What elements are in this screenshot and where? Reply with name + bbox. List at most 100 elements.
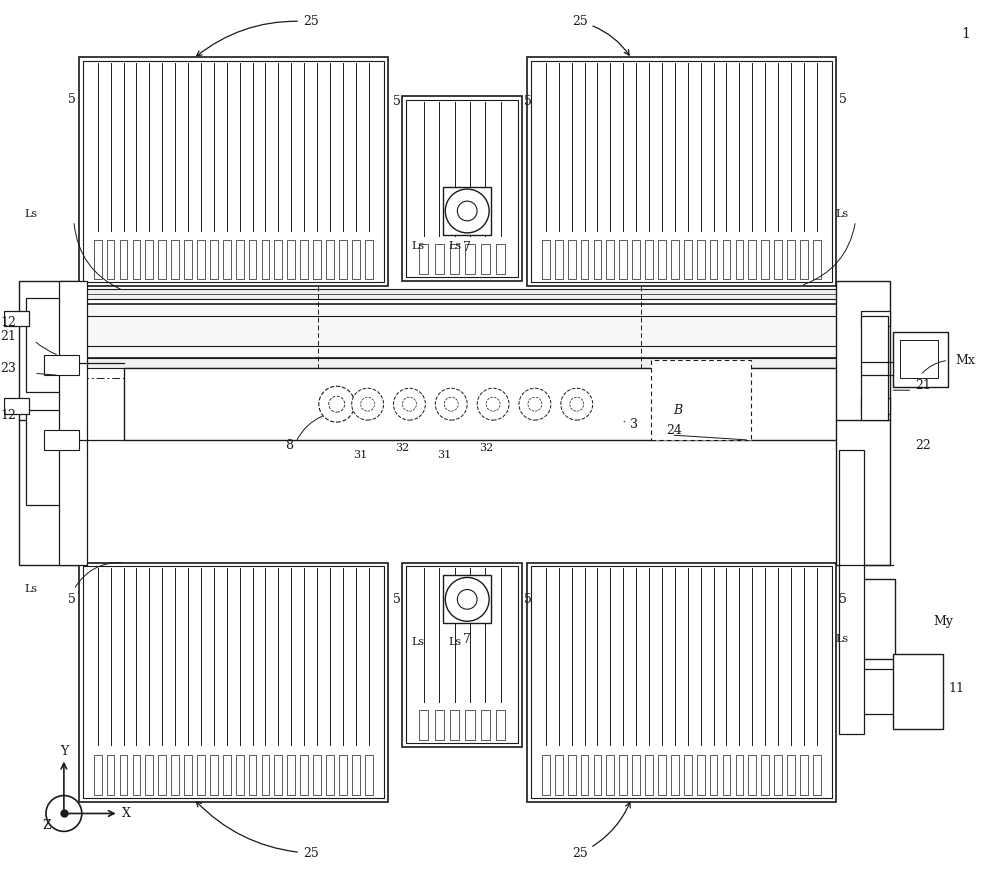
Bar [124, 368, 841, 440]
Bar [313, 241, 321, 279]
Bar [632, 755, 640, 795]
Bar [723, 241, 730, 279]
Bar [300, 755, 308, 795]
Bar [684, 755, 692, 795]
Text: 21: 21 [915, 379, 931, 392]
Text: Y: Y [60, 745, 68, 758]
Text: Ls: Ls [412, 241, 425, 251]
Bar [813, 241, 821, 279]
Bar [893, 654, 943, 729]
Bar [249, 241, 256, 279]
Bar [736, 241, 743, 279]
Bar [555, 241, 563, 279]
Bar [723, 755, 730, 795]
Bar [568, 241, 576, 279]
Bar [555, 755, 563, 795]
Bar [4, 398, 29, 414]
Bar [435, 243, 444, 274]
Text: 31: 31 [437, 450, 451, 460]
Text: 5: 5 [393, 593, 400, 606]
Text: Ls: Ls [836, 209, 849, 219]
Bar [223, 241, 231, 279]
Text: Mx: Mx [955, 354, 975, 367]
Bar [236, 755, 244, 795]
Bar [197, 755, 205, 795]
Bar [651, 360, 751, 440]
Bar [34, 304, 861, 358]
Bar [236, 241, 244, 279]
Text: 1: 1 [961, 27, 970, 41]
Circle shape [402, 397, 416, 411]
Bar [171, 755, 179, 795]
Bar [481, 243, 490, 274]
Bar [606, 241, 614, 279]
Bar [836, 281, 890, 565]
Bar [496, 709, 505, 740]
Circle shape [457, 590, 477, 609]
Text: 5: 5 [524, 95, 532, 108]
Text: X: X [122, 807, 131, 820]
Text: Ls: Ls [24, 584, 37, 594]
Bar [210, 241, 218, 279]
Bar [619, 241, 627, 279]
Bar [813, 755, 821, 795]
Bar [645, 755, 653, 795]
Bar [761, 241, 769, 279]
Bar [133, 241, 140, 279]
Bar [697, 755, 705, 795]
Text: 5: 5 [839, 93, 847, 106]
Bar [531, 567, 832, 797]
Bar [465, 243, 475, 274]
Bar [839, 450, 864, 734]
Text: 5: 5 [68, 593, 76, 606]
Bar [145, 241, 153, 279]
Circle shape [445, 189, 489, 233]
Circle shape [329, 396, 345, 413]
Bar [496, 243, 505, 274]
Bar [542, 755, 550, 795]
Bar [223, 755, 231, 795]
Circle shape [444, 397, 458, 411]
Bar [406, 101, 518, 277]
Bar [531, 61, 832, 282]
Text: 23: 23 [0, 362, 16, 375]
Circle shape [486, 397, 500, 411]
Text: Ls: Ls [449, 637, 462, 647]
Bar [406, 567, 518, 743]
Bar [594, 755, 601, 795]
Text: 5: 5 [524, 593, 532, 606]
Text: 12: 12 [0, 316, 16, 329]
Bar [787, 241, 795, 279]
Bar [339, 755, 347, 795]
Bar [184, 241, 192, 279]
Text: Z: Z [42, 819, 51, 832]
Bar [419, 243, 428, 274]
Bar [748, 241, 756, 279]
Circle shape [528, 397, 542, 411]
Bar [632, 241, 640, 279]
Bar [79, 562, 388, 802]
Bar [339, 241, 347, 279]
Circle shape [477, 388, 509, 420]
Bar [594, 241, 601, 279]
Bar [326, 755, 334, 795]
Text: B: B [673, 404, 682, 417]
Bar [262, 241, 269, 279]
Text: 12: 12 [0, 409, 16, 421]
Bar [419, 709, 428, 740]
Bar [900, 340, 938, 379]
Text: 31: 31 [354, 450, 368, 460]
Bar [26, 410, 64, 505]
Bar [658, 241, 666, 279]
Bar [861, 398, 890, 414]
Bar [527, 562, 836, 802]
Text: 24: 24 [666, 423, 682, 437]
Bar [443, 576, 491, 624]
Text: 32: 32 [479, 443, 493, 453]
Bar [120, 241, 127, 279]
Circle shape [445, 577, 489, 621]
Bar [527, 57, 836, 286]
Bar [748, 755, 756, 795]
Bar [249, 755, 256, 795]
Text: 7: 7 [463, 241, 471, 254]
